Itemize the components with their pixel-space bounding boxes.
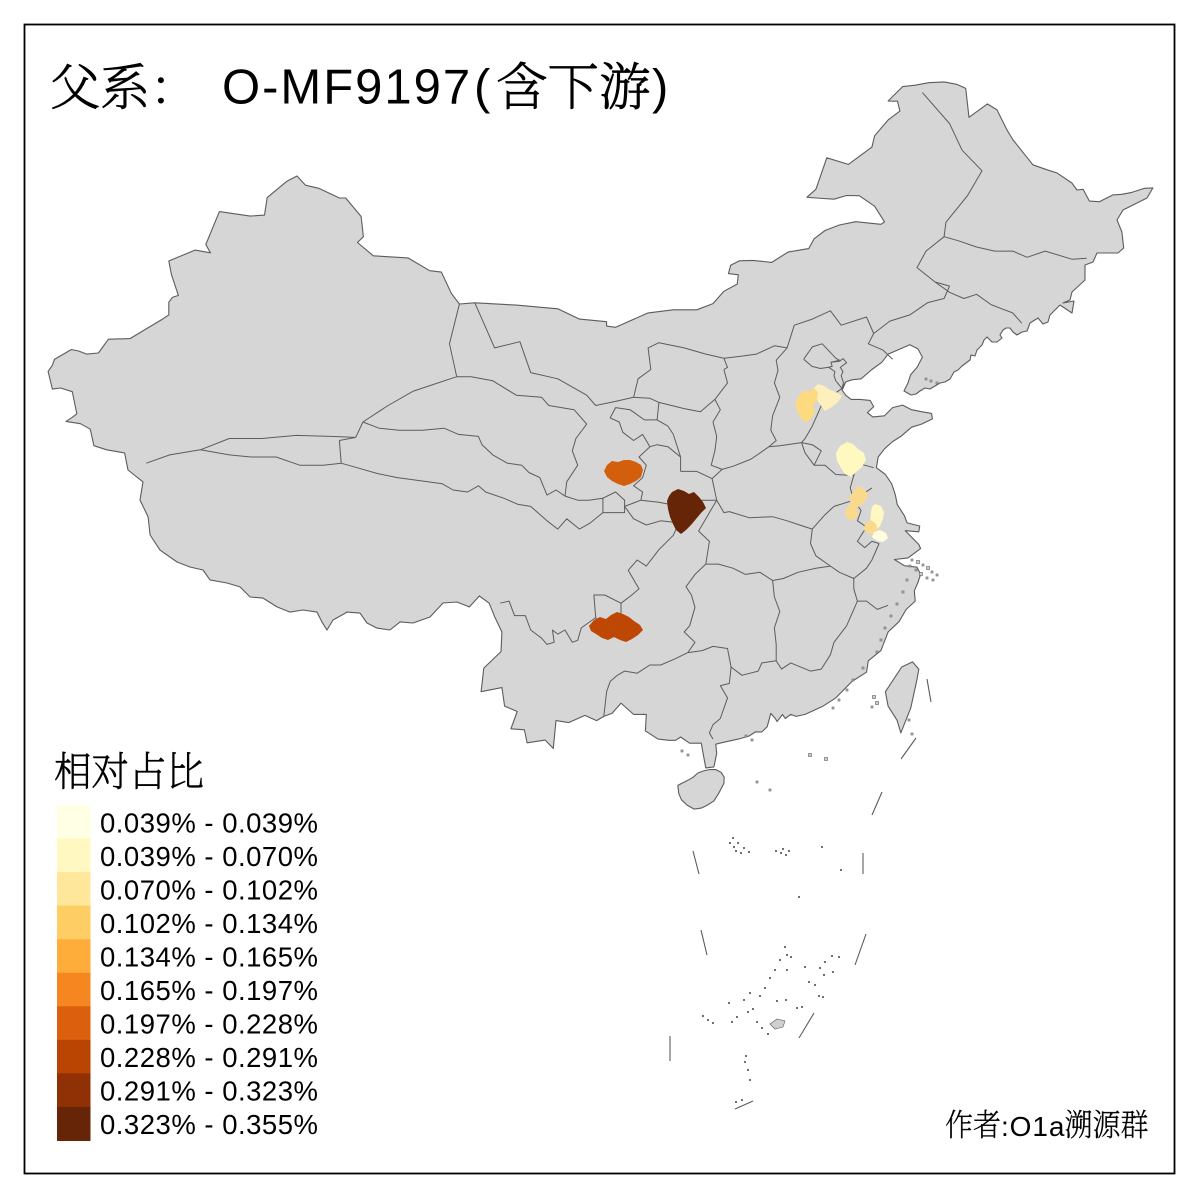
- svg-text:0.228% - 0.291%: 0.228% - 0.291%: [100, 1042, 318, 1073]
- svg-text:(: (: [474, 61, 491, 115]
- svg-text:0.134% - 0.165%: 0.134% - 0.165%: [100, 942, 318, 973]
- svg-text:0.323% - 0.355%: 0.323% - 0.355%: [100, 1109, 318, 1140]
- svg-text::O1a: :O1a: [1001, 1111, 1065, 1142]
- svg-text:): ): [652, 61, 668, 115]
- svg-text:0.197% - 0.228%: 0.197% - 0.228%: [100, 1009, 318, 1040]
- svg-text:0.070% - 0.102%: 0.070% - 0.102%: [100, 874, 318, 905]
- svg-text:0.039% - 0.070%: 0.039% - 0.070%: [100, 841, 318, 872]
- svg-text:0.165% - 0.197%: 0.165% - 0.197%: [100, 975, 318, 1006]
- svg-text:O-MF9197: O-MF9197: [222, 61, 472, 115]
- svg-text:0.102% - 0.134%: 0.102% - 0.134%: [100, 908, 318, 939]
- svg-text:0.039% - 0.039%: 0.039% - 0.039%: [100, 807, 318, 838]
- svg-text:0.291% - 0.323%: 0.291% - 0.323%: [100, 1076, 318, 1107]
